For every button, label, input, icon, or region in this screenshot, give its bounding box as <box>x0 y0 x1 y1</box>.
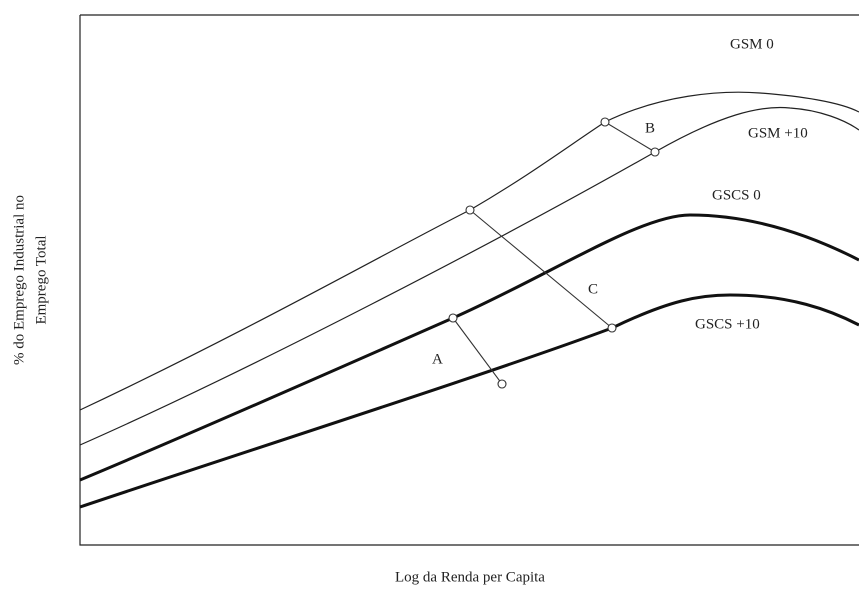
shift-label: B <box>645 120 655 136</box>
shift-label: A <box>432 351 443 367</box>
point <box>448 313 458 323</box>
curve-label: GSM +10 <box>748 125 808 141</box>
point <box>600 117 610 127</box>
point <box>607 323 617 333</box>
shift-a-line <box>452 317 503 385</box>
curve-gsm-0 <box>79 91 859 411</box>
x-axis-label: Log da Renda per Capita <box>395 569 545 585</box>
point <box>650 147 660 157</box>
point <box>497 379 507 389</box>
curve-label: GSCS 0 <box>712 187 761 203</box>
shift-b-line <box>604 121 656 153</box>
curve-gscs-0 <box>79 213 859 482</box>
point <box>465 205 475 215</box>
curve-label: GSCS +10 <box>695 316 760 332</box>
y-axis-label: Emprego Total <box>33 235 49 324</box>
curve-gsm-10 <box>79 106 859 446</box>
shift-c-line <box>469 209 613 329</box>
shift-label: C <box>588 281 598 297</box>
curve-label: GSM 0 <box>730 36 774 52</box>
y-axis-label: % do Emprego Industrial no <box>11 195 27 365</box>
frame <box>79 14 859 546</box>
